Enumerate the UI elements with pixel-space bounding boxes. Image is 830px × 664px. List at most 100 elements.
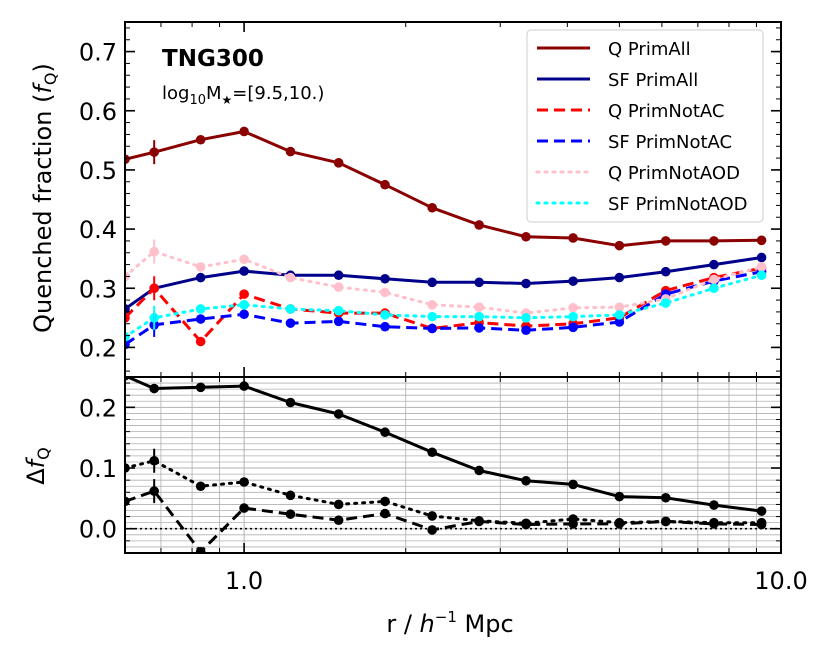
data-point [521, 278, 531, 289]
data-point [660, 516, 671, 527]
data-point [427, 323, 437, 334]
data-point [568, 276, 578, 286]
data-point [521, 475, 531, 486]
data-point [756, 506, 767, 516]
data-point [521, 313, 531, 323]
data-point [195, 262, 206, 272]
data-point [195, 481, 206, 492]
data-point [474, 302, 484, 312]
data-point [709, 500, 719, 510]
y-tick-label: 0.1 [79, 455, 117, 483]
data-point [285, 272, 296, 283]
data-point [239, 126, 249, 137]
data-point [756, 235, 767, 246]
data-point [285, 304, 296, 314]
x-tick-label: 10.0 [754, 567, 807, 595]
data-point [125, 154, 130, 165]
legend-label: Q PrimNotAOD [608, 163, 740, 184]
data-point [521, 519, 531, 530]
data-point [660, 298, 671, 308]
x-tick-label: 1.0 [225, 567, 263, 595]
chart-title: TNG300 [162, 46, 264, 72]
data-point [614, 317, 625, 327]
y-tick-label: 0.4 [79, 216, 117, 244]
data-point [239, 309, 249, 320]
data-point [660, 266, 671, 277]
legend-label: SF PrimAll [608, 70, 698, 91]
data-point [239, 503, 249, 513]
data-point [333, 316, 344, 327]
data-point [614, 519, 625, 529]
data-point [660, 492, 671, 503]
data-point [239, 289, 249, 299]
series-group [125, 126, 767, 350]
data-point [756, 262, 767, 272]
data-point [285, 509, 296, 519]
data-point [474, 311, 484, 322]
data-point [380, 508, 390, 519]
data-point [709, 283, 719, 294]
data-point [333, 515, 344, 526]
data-point [125, 331, 130, 342]
data-point [125, 496, 130, 507]
legend-label: Q PrimNotAC [608, 101, 724, 122]
data-point [568, 302, 578, 313]
data-point [614, 302, 625, 312]
data-point [568, 479, 578, 490]
data-point [380, 287, 390, 298]
legend: Q PrimAll SF PrimAll Q PrimNotAC SF PrimNot… [526, 29, 764, 223]
data-point [521, 231, 531, 242]
data-point [427, 277, 437, 288]
data-point [125, 304, 130, 314]
data-point [149, 383, 159, 394]
data-point [709, 236, 719, 246]
panel-frame [124, 376, 782, 554]
legend-label: SF PrimNotAOD [608, 194, 748, 215]
top-y-axis-label: Quenched fraction (fQ) [29, 63, 60, 333]
legend-label: Q PrimAll [608, 39, 691, 60]
y-tick-label: 0.3 [79, 275, 117, 303]
data-point [614, 310, 625, 320]
data-point [333, 499, 344, 510]
data-point [195, 314, 206, 324]
data-point [614, 272, 625, 283]
y-tick-label: 0.6 [79, 98, 117, 126]
data-point [427, 525, 437, 535]
data-point [285, 397, 296, 408]
y-tick-label: 0.7 [79, 39, 117, 67]
data-point [474, 277, 484, 288]
data-point [568, 311, 578, 322]
data-point [195, 336, 206, 347]
data-point [568, 322, 578, 333]
data-point [614, 491, 625, 502]
data-point [195, 546, 206, 553]
data-point [380, 310, 390, 320]
y-tick-label: 0.5 [79, 157, 117, 185]
data-point [380, 427, 390, 438]
data-point [195, 272, 206, 283]
data-point [474, 323, 484, 333]
data-point [333, 305, 344, 316]
data-point [239, 300, 249, 310]
data-point [285, 490, 296, 501]
data-point [756, 270, 767, 281]
series-line-4 [125, 250, 764, 315]
top-panel: 0.2 0.3 0.4 0.5 0.6 0.7 [79, 21, 782, 378]
data-point [427, 311, 437, 322]
data-point [756, 252, 767, 263]
data-point [709, 259, 719, 270]
data-point [709, 274, 719, 285]
data-point [333, 282, 344, 292]
data-point [195, 134, 206, 145]
data-point [614, 240, 625, 251]
data-point [333, 158, 344, 168]
y-tick-label: 0.0 [79, 516, 117, 544]
bottom-panel: 0.0 0.1 0.2 1.0 10.0 [79, 376, 808, 595]
data-point [427, 202, 437, 213]
data-point [568, 519, 578, 529]
data-point [756, 519, 767, 530]
data-point [521, 325, 531, 336]
x-axis-label: r / h−1 Mpc [386, 608, 513, 638]
data-point [239, 266, 249, 276]
data-point [709, 519, 719, 529]
